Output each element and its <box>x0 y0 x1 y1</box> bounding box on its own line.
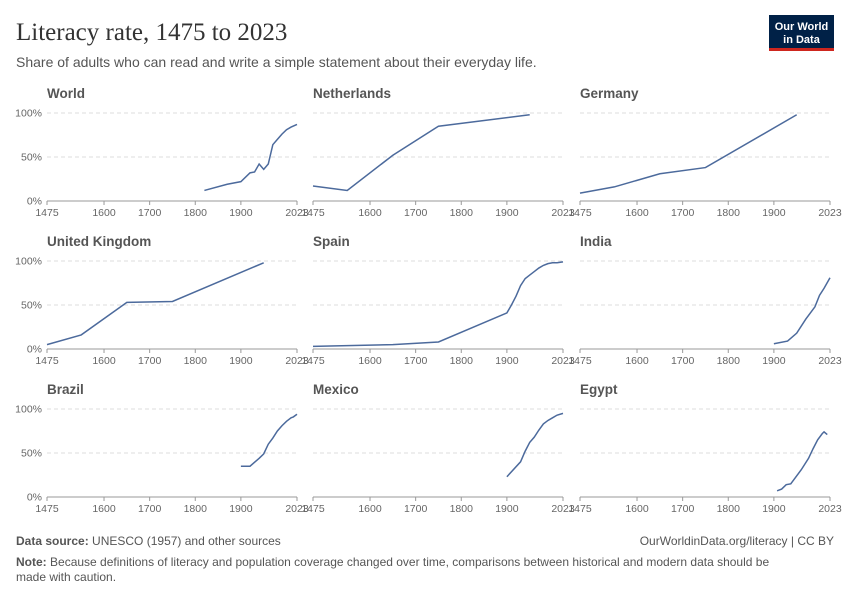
x-tick-label: 1700 <box>671 503 695 515</box>
x-tick-label: 1475 <box>301 503 325 515</box>
x-tick-label: 1700 <box>404 355 428 367</box>
x-tick-label: 1600 <box>358 503 382 515</box>
subtitle: Share of adults who can read and write a… <box>16 54 537 70</box>
x-tick-label: 2023 <box>285 503 309 515</box>
x-tick-label: 1475 <box>35 355 59 367</box>
x-tick-label: 1900 <box>762 503 786 515</box>
x-tick-label: 1475 <box>35 207 59 219</box>
x-tick-label: 1800 <box>717 207 741 219</box>
y-tick-label: 0% <box>27 492 42 504</box>
x-tick-label: 1900 <box>495 207 519 219</box>
x-tick-label: 1475 <box>568 503 592 515</box>
x-tick-label: 1900 <box>495 355 519 367</box>
title: Literacy rate, 1475 to 2023 <box>16 19 287 46</box>
panel-title: India <box>580 234 612 249</box>
note: made with caution. <box>16 570 116 584</box>
note-text: Because definitions of literacy and popu… <box>50 555 769 569</box>
y-tick-label: 50% <box>21 448 42 460</box>
x-tick-label: 1800 <box>450 207 474 219</box>
panel-title: Brazil <box>47 382 84 397</box>
x-tick-label: 2023 <box>285 355 309 367</box>
y-tick-label: 0% <box>27 344 42 356</box>
x-tick-label: 1900 <box>229 503 253 515</box>
logo: Our World in Data <box>769 15 834 51</box>
x-tick-label: 1800 <box>717 355 741 367</box>
x-tick-label: 1475 <box>301 355 325 367</box>
x-tick-label: 1900 <box>762 355 786 367</box>
panel-title: World <box>47 86 85 101</box>
x-tick-label: 1600 <box>358 207 382 219</box>
x-tick-label: 1600 <box>625 207 649 219</box>
x-tick-label: 1700 <box>404 503 428 515</box>
data-line <box>773 277 831 345</box>
x-tick-label: 2023 <box>818 207 842 219</box>
x-tick-label: 1900 <box>762 207 786 219</box>
url: OurWorldinData.org/literacy | CC BY <box>640 534 834 548</box>
x-tick-label: 1900 <box>229 355 253 367</box>
x-tick-label: 2023 <box>818 355 842 367</box>
logo-text: Our World <box>775 21 829 33</box>
y-tick-label: 50% <box>21 300 42 312</box>
source: Data source: UNESCO (1957) and other sou… <box>16 534 281 548</box>
x-tick-label: 1800 <box>717 503 741 515</box>
x-tick-label: 1475 <box>301 207 325 219</box>
y-tick-label: 50% <box>21 152 42 164</box>
x-tick-label: 1800 <box>184 503 208 515</box>
x-tick-label: 1475 <box>568 355 592 367</box>
x-tick-label: 1700 <box>138 355 162 367</box>
x-tick-label: 2023 <box>551 503 575 515</box>
x-tick-label: 2023 <box>551 355 575 367</box>
data-line <box>579 114 798 194</box>
data-line <box>312 114 530 192</box>
x-tick-label: 1600 <box>92 207 116 219</box>
data-line <box>312 261 564 348</box>
panel-title: Mexico <box>313 382 359 397</box>
x-tick-label: 2023 <box>285 207 309 219</box>
data-line <box>776 430 828 492</box>
data-line <box>506 412 564 478</box>
x-tick-label: 2023 <box>551 207 575 219</box>
x-tick-label: 1475 <box>35 503 59 515</box>
y-tick-label: 100% <box>15 404 42 416</box>
x-tick-label: 1700 <box>138 503 162 515</box>
data-line <box>46 262 264 346</box>
note: Note: Because definitions of literacy an… <box>16 555 769 569</box>
x-tick-label: 1700 <box>671 207 695 219</box>
source-label: Data source: <box>16 534 89 548</box>
x-tick-label: 1600 <box>625 355 649 367</box>
logo-bar <box>769 48 834 51</box>
data-line <box>204 123 298 192</box>
x-tick-label: 1600 <box>625 503 649 515</box>
panel-title: Germany <box>580 86 639 101</box>
x-tick-label: 1700 <box>138 207 162 219</box>
logo-text: in Data <box>783 34 821 46</box>
data-line <box>240 413 298 467</box>
y-tick-label: 100% <box>15 256 42 268</box>
x-tick-label: 1800 <box>184 355 208 367</box>
y-tick-label: 0% <box>27 196 42 208</box>
x-tick-label: 1800 <box>450 355 474 367</box>
x-tick-label: 1900 <box>229 207 253 219</box>
x-tick-label: 1600 <box>358 355 382 367</box>
x-tick-label: 1475 <box>568 207 592 219</box>
x-tick-label: 1600 <box>92 503 116 515</box>
source-text: UNESCO (1957) and other sources <box>92 534 281 548</box>
x-tick-label: 1800 <box>450 503 474 515</box>
x-tick-label: 1600 <box>92 355 116 367</box>
x-tick-label: 2023 <box>818 503 842 515</box>
x-tick-label: 1700 <box>404 207 428 219</box>
x-tick-label: 1900 <box>495 503 519 515</box>
panel-title: Netherlands <box>313 86 391 101</box>
x-tick-label: 1800 <box>184 207 208 219</box>
y-tick-label: 100% <box>15 108 42 120</box>
logo-bg <box>769 15 834 51</box>
panel-title: United Kingdom <box>47 234 151 249</box>
panel-title: Spain <box>313 234 350 249</box>
x-tick-label: 1700 <box>671 355 695 367</box>
note-label: Note: <box>16 555 47 569</box>
panel-title: Egypt <box>580 382 618 397</box>
